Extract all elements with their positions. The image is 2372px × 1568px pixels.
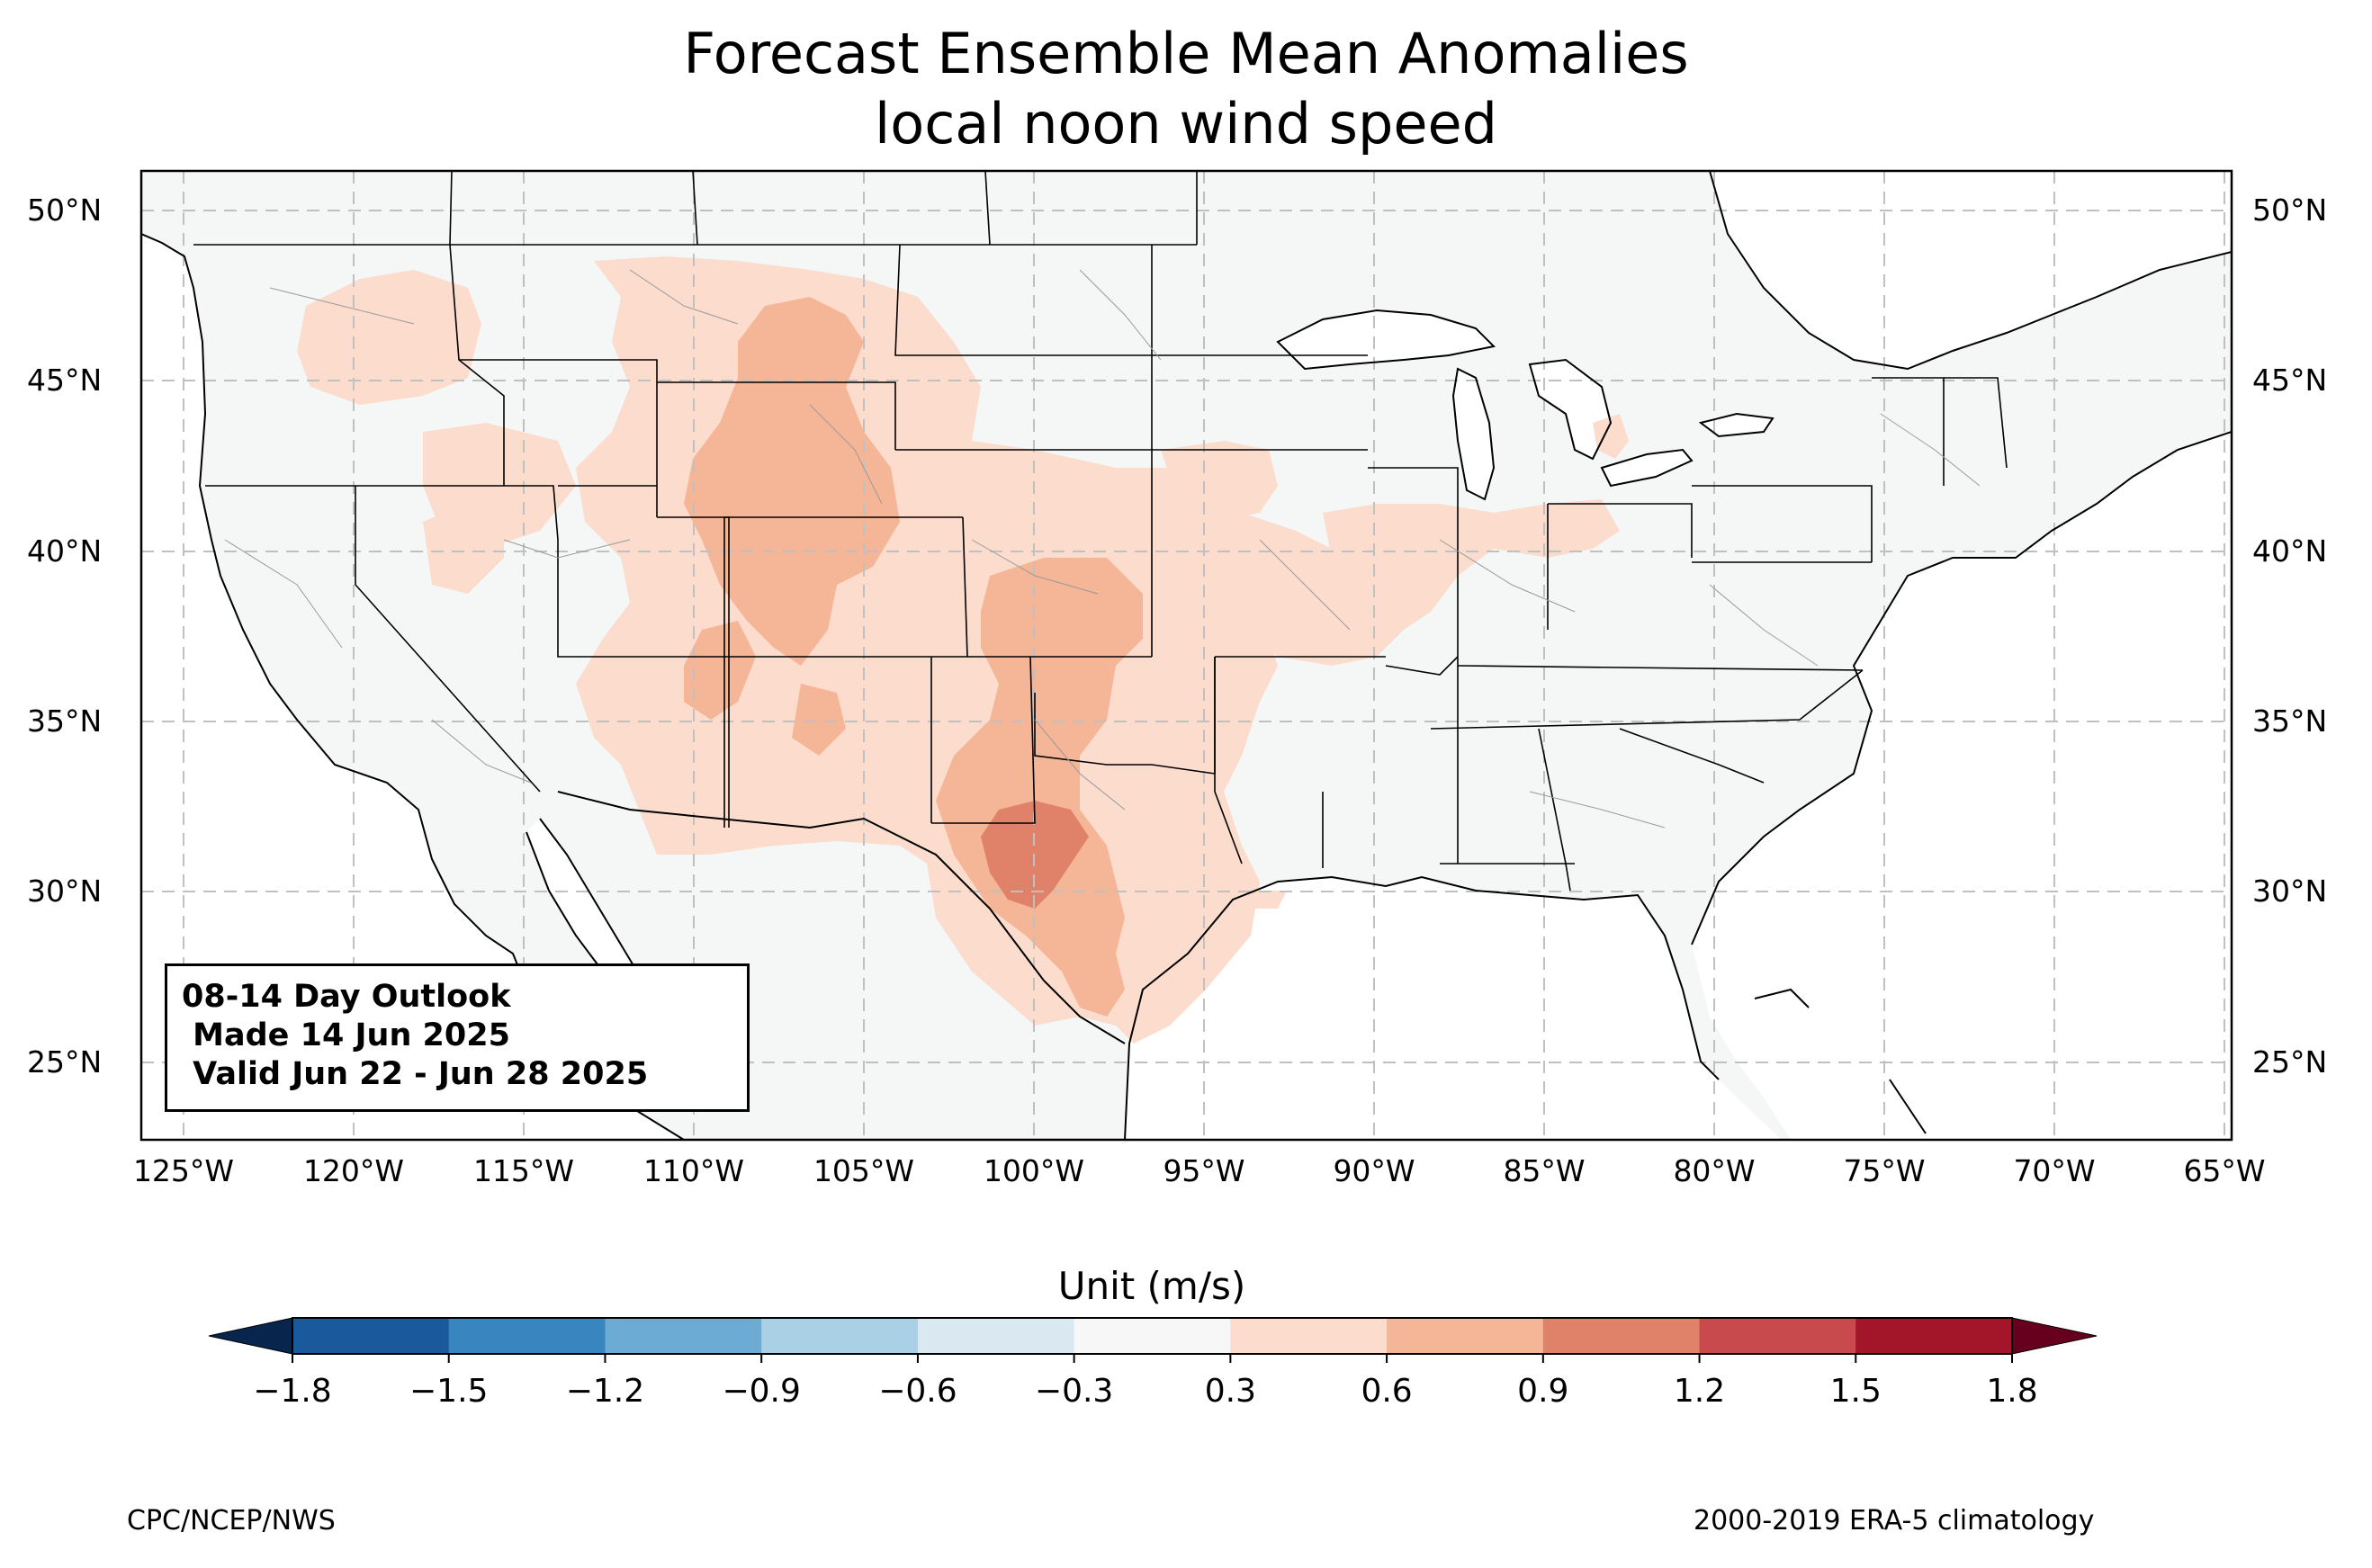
northern-waters xyxy=(1710,171,2232,369)
lake-superior xyxy=(1278,310,1494,369)
state-borders xyxy=(193,171,2008,892)
chart-subtitle: local noon wind speed xyxy=(875,91,1497,157)
lat-label-left: 25°N xyxy=(27,1044,103,1080)
colorbar-segment xyxy=(1855,1318,2013,1354)
lon-label: 90°W xyxy=(1333,1153,1415,1188)
colorbar xyxy=(208,1317,2098,1363)
colorbar-tick-label: 0.3 xyxy=(1204,1373,1256,1410)
gulf-of-california xyxy=(526,819,648,1008)
colorbar-segment xyxy=(917,1318,1075,1354)
lat-label-right: 30°N xyxy=(2252,874,2328,909)
atlantic-ocean xyxy=(1692,432,2232,1140)
colorbar-segment xyxy=(761,1318,919,1354)
lake-erie xyxy=(1602,450,1692,486)
chart-title: Forecast Ensemble Mean Anomalies xyxy=(683,21,1689,86)
colorbar-over-arrow xyxy=(2011,1317,2098,1355)
colorbar-tick-label: −1.5 xyxy=(409,1373,489,1410)
lon-label: 65°W xyxy=(2183,1153,2266,1188)
map-border xyxy=(139,169,2233,1142)
colorbar-tick-label: 1.5 xyxy=(1829,1373,1882,1410)
colorbar-tick-label: −0.9 xyxy=(722,1373,801,1410)
colorbar-segment xyxy=(292,1318,450,1354)
county-borders xyxy=(224,269,1981,829)
lon-label: 80°W xyxy=(1673,1153,1756,1188)
lat-label-left: 50°N xyxy=(27,193,103,228)
lon-label: 70°W xyxy=(2013,1153,2096,1188)
gulf-of-mexico xyxy=(1125,877,1782,1140)
lake-ontario xyxy=(1701,414,1773,436)
colorbar-segment xyxy=(1699,1318,1856,1354)
coastlines xyxy=(141,171,2232,1140)
colorbar-border xyxy=(292,1317,2013,1355)
colorbar-segment xyxy=(448,1318,606,1354)
lon-label: 95°W xyxy=(1163,1153,1245,1188)
colorbar-tick-label: −1.2 xyxy=(565,1373,645,1410)
colorbar-under-arrow xyxy=(208,1317,293,1355)
colorbar-tick-label: −0.3 xyxy=(1034,1373,1114,1410)
colorbar-segment xyxy=(1074,1318,1231,1354)
outlook-info-box: 08-14 Day Outlook Made 14 Jun 2025 Valid… xyxy=(165,963,750,1112)
lon-label: 115°W xyxy=(472,1153,575,1188)
colorbar-tick-label: −0.6 xyxy=(878,1373,957,1410)
outlook-valid-range: Valid Jun 22 - Jun 28 2025 xyxy=(182,1056,649,1092)
lon-label: 75°W xyxy=(1843,1153,1926,1188)
lake-huron xyxy=(1530,360,1611,459)
colorbar-tick-label: 1.2 xyxy=(1673,1373,1726,1410)
lake-michigan xyxy=(1453,369,1494,499)
colorbar-tick-label: 0.6 xyxy=(1361,1373,1413,1410)
footer-source: CPC/NCEP/NWS xyxy=(127,1505,336,1537)
colorbar-tick-label: 0.9 xyxy=(1517,1373,1569,1410)
lon-label: 120°W xyxy=(302,1153,405,1188)
lat-label-left: 45°N xyxy=(27,363,103,398)
lat-label-right: 50°N xyxy=(2252,193,2328,228)
lat-label-right: 25°N xyxy=(2252,1044,2328,1080)
lon-label: 100°W xyxy=(983,1153,1085,1188)
colorbar-segment xyxy=(1542,1318,1701,1354)
colorbar-title: Unit (m/s) xyxy=(1057,1264,1246,1308)
lat-label-right: 45°N xyxy=(2252,363,2328,398)
colorbar-segment xyxy=(1387,1318,1544,1354)
outlook-period: 08-14 Day Outlook xyxy=(182,979,511,1015)
lon-label: 85°W xyxy=(1503,1153,1586,1188)
lat-label-left: 30°N xyxy=(27,874,103,909)
footer-climatology: 2000-2019 ERA-5 climatology xyxy=(1694,1505,2095,1537)
gridlines xyxy=(141,171,2232,1140)
lat-label-left: 40°N xyxy=(27,533,103,569)
lat-label-right: 35°N xyxy=(2252,703,2328,739)
colorbar-tick-label: −1.8 xyxy=(253,1373,332,1410)
colorbar-segment xyxy=(1230,1318,1388,1354)
anomaly-0.6-0.9 xyxy=(684,297,1143,1017)
lon-label: 125°W xyxy=(132,1153,235,1188)
lon-label: 105°W xyxy=(813,1153,915,1188)
pacific-ocean xyxy=(141,171,684,1140)
lat-label-left: 35°N xyxy=(27,703,103,739)
lat-label-right: 40°N xyxy=(2252,533,2328,569)
colorbar-segment xyxy=(605,1318,762,1354)
lon-label: 110°W xyxy=(642,1153,745,1188)
colorbar-tick-label: 1.8 xyxy=(1986,1373,2038,1410)
outlook-made-date: Made 14 Jun 2025 xyxy=(182,1017,510,1053)
